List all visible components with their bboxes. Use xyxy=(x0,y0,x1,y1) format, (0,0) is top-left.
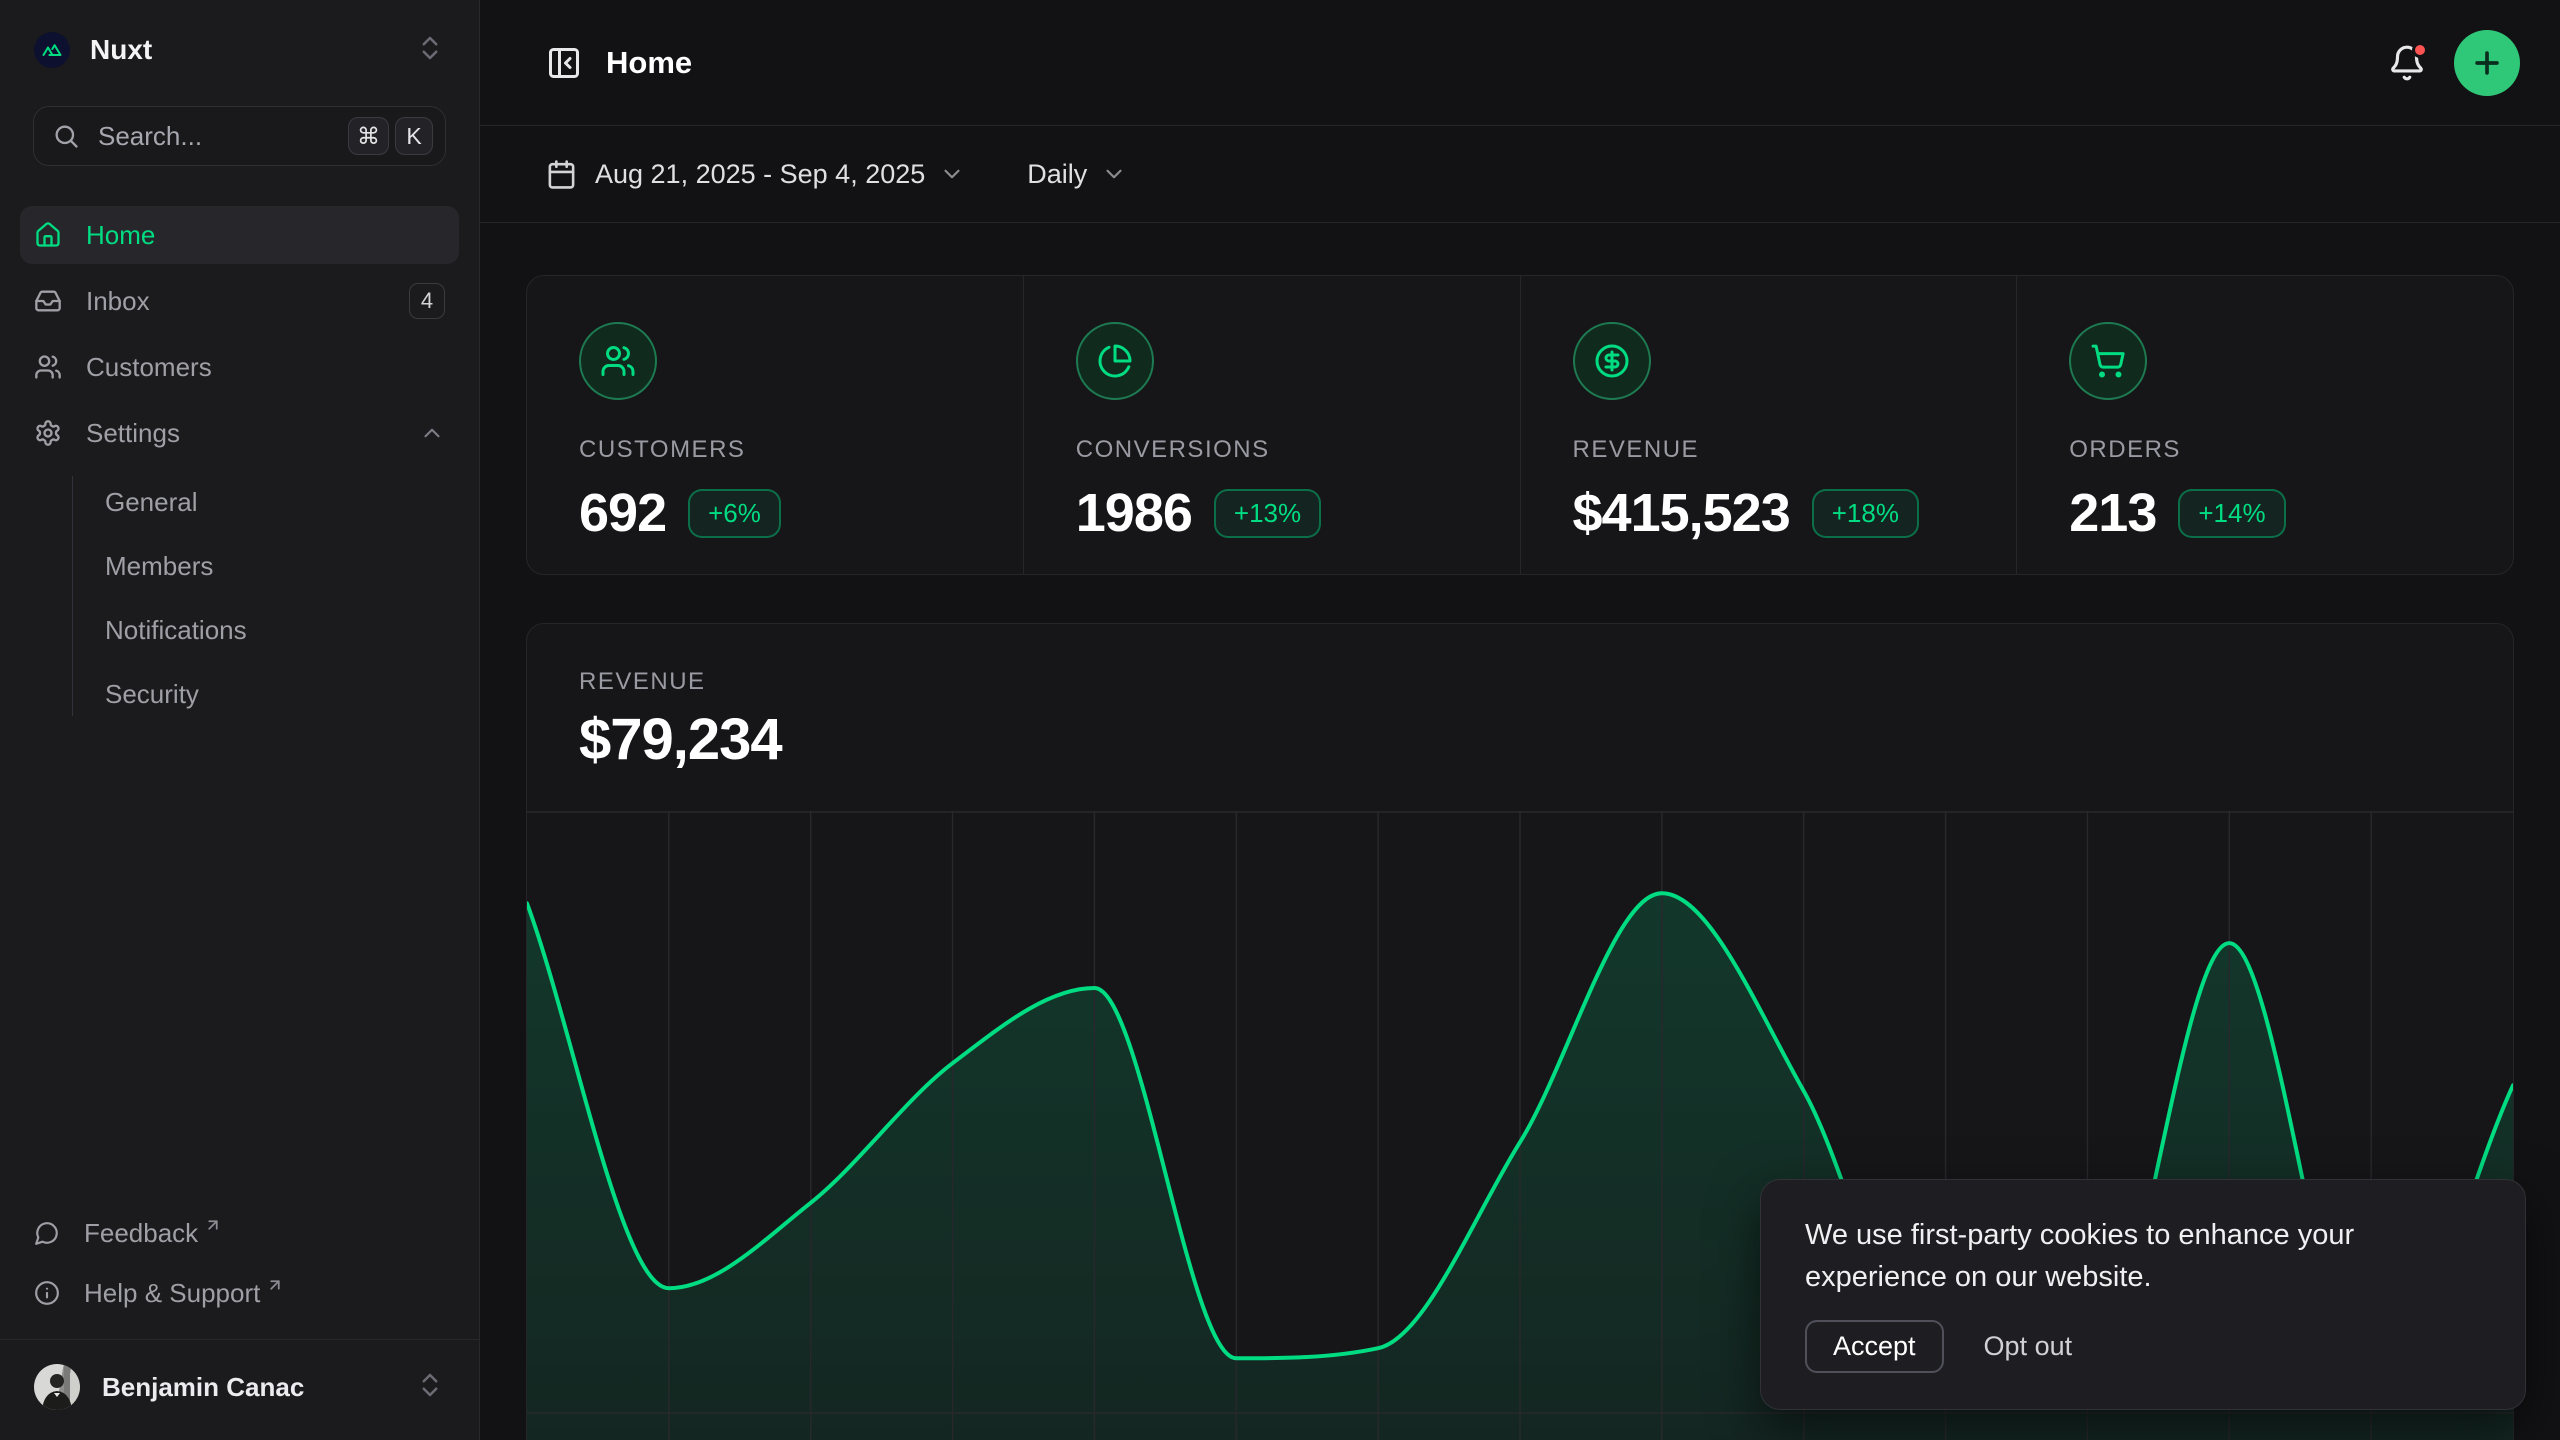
notification-dot xyxy=(2412,41,2428,58)
sidebar-item-label: Home xyxy=(86,219,156,250)
page-header: Home xyxy=(480,0,2560,126)
sidebar-item-customers[interactable]: Customers xyxy=(20,338,459,396)
filters-toolbar: Aug 21, 2025 - Sep 4, 2025 Daily xyxy=(480,126,2560,223)
search-placeholder: Search... xyxy=(98,120,203,151)
inbox-count-badge: 4 xyxy=(409,283,445,319)
chevron-up-icon xyxy=(419,420,445,446)
sidebar-footer: Feedback Help & Support xyxy=(0,1203,479,1420)
plus-icon xyxy=(2475,50,2499,75)
stat-value: $415,523 xyxy=(1572,483,1791,543)
accept-button[interactable]: Accept xyxy=(1805,1320,1944,1373)
stat-label: ORDERS xyxy=(2069,436,2181,463)
notifications-button[interactable] xyxy=(2388,41,2428,82)
page-content: CUSTOMERS 692 +6% CONVERSIONS 1986 xyxy=(480,223,2560,1440)
calendar-icon xyxy=(546,159,577,190)
stat-value: 213 xyxy=(2069,483,2157,543)
collapse-sidebar-button[interactable] xyxy=(546,45,582,81)
chevrons-up-down-icon xyxy=(415,1370,445,1405)
gear-icon xyxy=(36,420,60,446)
brand-name: Nuxt xyxy=(90,34,153,65)
stats-panel: CUSTOMERS 692 +6% CONVERSIONS 1986 xyxy=(526,275,2514,575)
revenue-chart-value: $79,234 xyxy=(579,707,783,772)
date-range-value: Aug 21, 2025 - Sep 4, 2025 xyxy=(595,158,926,189)
revenue-chart-panel: REVENUE $79,234 xyxy=(526,623,2514,1440)
shopping-cart-icon xyxy=(2069,322,2148,400)
chart-gridlines xyxy=(527,811,2513,1440)
nuxt-logo-icon xyxy=(34,32,70,68)
stat-label: REVENUE xyxy=(1572,436,1700,463)
sidebar-item-label: Customers xyxy=(86,351,212,382)
stat-customers[interactable]: CUSTOMERS 692 +6% xyxy=(527,276,1023,574)
circle-dollar-icon xyxy=(1572,322,1651,400)
main-area: Home xyxy=(480,0,2560,1440)
sidebar-divider xyxy=(0,1339,479,1340)
avatar xyxy=(34,1364,80,1410)
kbd-k: K xyxy=(395,117,433,155)
stat-delta-badge: +14% xyxy=(2178,488,2286,538)
search-input[interactable]: Search... ⌘ K xyxy=(33,106,446,166)
sidebar-item-settings[interactable]: Settings xyxy=(20,404,459,462)
stat-label: CUSTOMERS xyxy=(579,436,746,463)
sidebar-item-label: Inbox xyxy=(86,285,150,316)
revenue-chart-label: REVENUE xyxy=(579,668,706,695)
chevron-down-icon xyxy=(939,161,965,187)
stat-delta-badge: +13% xyxy=(1213,488,1322,538)
cookie-actions: Accept Opt out xyxy=(1805,1320,2481,1373)
stat-conversions[interactable]: CONVERSIONS 1986 +13% xyxy=(1022,276,1520,574)
sidebar-item-security[interactable]: Security xyxy=(105,678,199,709)
stat-orders[interactable]: ORDERS 213 +14% xyxy=(2016,276,2513,574)
user-name: Benjamin Canac xyxy=(102,1371,305,1402)
cookie-banner: We use first-party cookies to enhance yo… xyxy=(1760,1179,2526,1410)
sidebar-item-label: Settings xyxy=(86,417,180,448)
workspace-switcher[interactable]: Nuxt xyxy=(20,24,459,76)
feedback-label: Feedback xyxy=(84,1217,199,1248)
help-support-label: Help & Support xyxy=(84,1277,261,1308)
users-icon xyxy=(579,322,657,400)
sidebar-item-members[interactable]: Members xyxy=(105,550,214,581)
home-icon xyxy=(36,222,60,247)
stat-value: 692 xyxy=(579,483,667,543)
stat-label: CONVERSIONS xyxy=(1075,436,1270,463)
revenue-line-chart[interactable] xyxy=(527,811,2513,1440)
user-menu[interactable]: Benjamin Canac xyxy=(20,1354,459,1420)
users-icon xyxy=(35,355,61,379)
chevron-down-icon xyxy=(1101,161,1127,187)
revenue-chart-header: REVENUE $79,234 xyxy=(527,624,2513,773)
external-link-icon xyxy=(266,1270,284,1301)
pie-chart-icon xyxy=(1075,322,1154,400)
sidebar-nav: Home Inbox 4 Customers xyxy=(20,206,459,726)
feedback-link[interactable]: Feedback xyxy=(20,1203,459,1263)
chart-line xyxy=(527,891,2513,1396)
chevrons-up-down-icon xyxy=(415,33,445,68)
granularity-select[interactable]: Daily xyxy=(1027,159,1127,190)
kbd-cmd: ⌘ xyxy=(348,117,389,155)
stat-value: 1986 xyxy=(1075,483,1193,543)
stat-delta-badge: +6% xyxy=(688,488,781,538)
add-button[interactable] xyxy=(2454,29,2520,96)
sidebar-item-home[interactable]: Home xyxy=(20,206,459,264)
help-support-link[interactable]: Help & Support xyxy=(20,1263,459,1323)
header-actions xyxy=(2388,29,2520,96)
external-link-icon xyxy=(204,1210,222,1241)
sidebar: Nuxt Search... ⌘ K xyxy=(0,0,480,1440)
granularity-value: Daily xyxy=(1027,158,1088,189)
info-circle-icon xyxy=(35,1281,59,1305)
search-icon xyxy=(52,122,80,150)
cookie-message: We use first-party cookies to enhance yo… xyxy=(1805,1219,2355,1293)
inbox-icon xyxy=(35,290,61,312)
stat-delta-badge: +18% xyxy=(1811,488,1919,538)
stat-revenue[interactable]: REVENUE $415,523 +18% xyxy=(1519,276,2017,574)
opt-out-button[interactable]: Opt out xyxy=(1983,1331,2073,1361)
panel-left-close-icon xyxy=(549,47,579,78)
message-bubble-icon xyxy=(35,1222,58,1245)
sidebar-item-general[interactable]: General xyxy=(105,486,198,517)
sidebar-item-notifications[interactable]: Notifications xyxy=(105,614,247,645)
search-shortcut: ⌘ K xyxy=(348,117,433,155)
sidebar-item-inbox[interactable]: Inbox 4 xyxy=(20,272,459,330)
page-title: Home xyxy=(606,44,693,80)
date-range-picker[interactable]: Aug 21, 2025 - Sep 4, 2025 xyxy=(546,159,965,190)
settings-subnav: General Members Notifications Security xyxy=(20,470,459,726)
